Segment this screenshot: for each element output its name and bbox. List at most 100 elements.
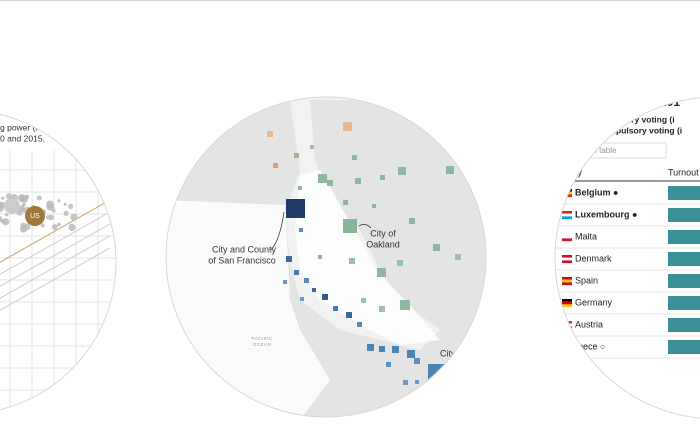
dot — [24, 194, 29, 200]
dot — [68, 203, 74, 209]
flag — [562, 233, 572, 236]
dot — [45, 215, 51, 220]
map-square — [273, 163, 278, 168]
us-label: US — [30, 213, 40, 220]
dot — [57, 222, 61, 227]
map-square — [392, 346, 399, 353]
country-name: Denmark — [575, 253, 612, 263]
trend-line — [0, 247, 111, 379]
column-header: Turnout — [668, 167, 699, 177]
map-square — [286, 256, 292, 262]
left-preview: US g power (i 0 and 2015. — [0, 110, 116, 414]
map-square — [299, 228, 303, 232]
map-label: of San Francisco — [208, 255, 276, 265]
map-square — [414, 358, 420, 364]
map-square — [267, 131, 273, 137]
country-name: reece ○ — [575, 341, 605, 351]
country-name: Belgium ● — [575, 187, 618, 197]
subtitle: g power (i — [0, 122, 37, 132]
us-marker — [25, 206, 45, 226]
flag — [562, 191, 572, 195]
legend-item: n compulsory voting (i — [591, 125, 682, 135]
dot — [57, 199, 61, 203]
map-square — [400, 300, 410, 310]
flag — [562, 301, 572, 305]
map-square — [304, 278, 309, 283]
map-square — [455, 254, 461, 260]
search-box[interactable] — [567, 142, 667, 159]
map-square — [433, 244, 440, 251]
country-name: Germany — [575, 297, 613, 307]
flag — [562, 260, 572, 264]
map-square — [380, 175, 385, 180]
dot — [36, 195, 42, 201]
trend-line — [0, 235, 111, 367]
flag — [562, 348, 572, 352]
dot — [51, 224, 58, 230]
table-bar — [668, 296, 700, 310]
map-square — [372, 204, 376, 208]
dot — [0, 201, 6, 209]
map-label: City of — [370, 228, 396, 238]
flag — [562, 277, 572, 280]
flag — [562, 238, 572, 242]
map-square — [379, 346, 385, 352]
flag — [562, 343, 572, 346]
table-bar — [668, 340, 700, 354]
map-square — [361, 298, 366, 303]
trend-line — [0, 211, 111, 343]
map-preview: City and County of San Francisco City of… — [166, 97, 486, 417]
dot — [70, 213, 78, 221]
flag — [562, 216, 572, 220]
map-label: OCEAN — [253, 342, 272, 347]
map-square — [318, 255, 322, 259]
flag — [562, 211, 572, 214]
map-square — [294, 153, 299, 158]
map-square — [397, 260, 403, 266]
map-square — [283, 280, 287, 284]
search-placeholder: ch in table — [580, 146, 617, 155]
map-square — [352, 155, 357, 160]
map-square — [386, 362, 391, 367]
map-square — [367, 344, 374, 351]
dot — [1, 196, 5, 200]
map-square — [398, 167, 406, 175]
map-square — [377, 268, 386, 277]
map-square — [300, 297, 304, 301]
country-name: Malta — [575, 231, 597, 241]
dot — [2, 218, 10, 226]
circle-border — [165, 96, 487, 418]
country-name: Luxembourg ● — [575, 209, 637, 219]
map-square — [327, 180, 333, 186]
map-square — [333, 306, 338, 311]
dot — [63, 202, 67, 206]
dot — [46, 202, 55, 211]
map-square — [294, 270, 299, 275]
country-name: Austria — [575, 319, 603, 329]
subtitle: 0 and 2015. — [0, 133, 45, 143]
map-square — [415, 380, 419, 384]
map-square — [355, 178, 361, 184]
trend-line — [0, 199, 111, 331]
dot — [40, 223, 45, 228]
map-label: City and County — [212, 244, 277, 254]
map-square — [379, 306, 385, 312]
map-square — [298, 186, 302, 190]
dot — [4, 198, 20, 214]
trend-line — [0, 223, 111, 355]
map-square — [349, 258, 355, 264]
flag — [562, 282, 572, 286]
flag — [562, 213, 572, 217]
map-square — [318, 174, 327, 183]
sf-square — [286, 199, 305, 218]
dot — [4, 212, 9, 217]
flag — [562, 321, 572, 324]
dot — [19, 225, 28, 233]
flag — [562, 345, 572, 349]
dot — [0, 215, 3, 222]
flag — [562, 235, 572, 239]
table-bar — [668, 252, 700, 266]
map-square — [407, 350, 415, 358]
map-square — [310, 145, 314, 149]
